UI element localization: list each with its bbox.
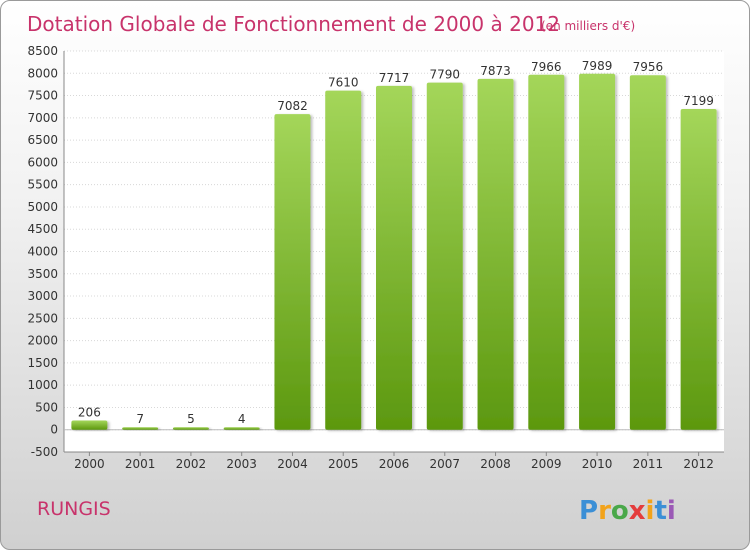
logo-letter: r: [598, 496, 611, 526]
data-label: 7966: [531, 60, 562, 74]
data-label: 206: [78, 406, 101, 420]
y-tick-label: 4500: [27, 222, 58, 236]
x-tick-label: 2009: [531, 457, 562, 471]
bar: [477, 78, 514, 430]
y-tick-label: 6000: [27, 155, 58, 169]
y-tick-label: 8500: [27, 44, 58, 58]
bar: [122, 427, 159, 430]
proxiti-logo: Proxiti: [579, 496, 676, 526]
data-label: 7790: [429, 68, 460, 82]
bar: [528, 74, 565, 430]
data-label: 7717: [379, 71, 410, 85]
bar: [274, 114, 311, 430]
logo-letter: i: [646, 496, 655, 526]
logo-letter: x: [629, 496, 646, 526]
bar: [172, 427, 209, 430]
chart-subtitle: (en milliers d'€): [541, 19, 635, 33]
y-tick-label: 2500: [27, 311, 58, 325]
y-axis-ticks: -500 0 500 1000 1500 2000 2500 3000 3500 4000 4500…: [27, 44, 58, 459]
bar: [376, 85, 412, 430]
y-tick-label: 1000: [27, 378, 58, 392]
data-label: 4: [238, 412, 246, 426]
y-tick-label: 500: [35, 400, 58, 414]
bar: [325, 90, 362, 430]
y-tick-label: 7000: [27, 111, 58, 125]
y-tick-label: 3500: [27, 267, 58, 281]
logo-letter: t: [654, 496, 666, 526]
logo-letter: P: [579, 496, 598, 526]
y-tick-label: 8000: [27, 66, 58, 80]
x-tick-label: 2003: [226, 457, 257, 471]
chart-title: Dotation Globale de Fonctionnement de 20…: [27, 12, 560, 36]
data-label: 7610: [328, 76, 359, 90]
x-tick-label: 2010: [582, 457, 613, 471]
x-tick-label: 2007: [429, 457, 460, 471]
data-label: 7082: [277, 99, 308, 113]
bar: [426, 82, 463, 430]
y-tick-label: 3000: [27, 289, 58, 303]
bar: [629, 75, 666, 430]
x-tick-label: 2012: [683, 457, 714, 471]
x-tick-label: 2001: [125, 457, 156, 471]
x-tick-label: 2000: [74, 457, 105, 471]
bar: [223, 427, 260, 430]
data-labels: 206 7 5 4 7082 7610 7717 7790 7873 7966 7989 7956 71…: [78, 59, 714, 426]
y-tick-label: 6500: [27, 133, 58, 147]
x-axis-ticks: 2000 2001 2002 2003 2004 2005 2006 2007 2008 2009…: [74, 452, 714, 471]
y-tick-label: 5500: [27, 178, 58, 192]
data-label: 7873: [480, 64, 511, 78]
x-tick-label: 2004: [277, 457, 308, 471]
data-label: 7989: [582, 59, 613, 73]
y-tick-label: 1500: [27, 356, 58, 370]
logo-letter: i: [667, 496, 676, 526]
y-tick-label: 4000: [27, 245, 58, 259]
y-tick-label: 7500: [27, 89, 58, 103]
x-tick-label: 2005: [328, 457, 359, 471]
logo-letter: o: [611, 496, 629, 526]
x-tick-label: 2002: [176, 457, 207, 471]
y-tick-label: 2000: [27, 334, 58, 348]
bar: [579, 73, 616, 430]
x-tick-label: 2011: [633, 457, 664, 471]
y-tick-label: 5000: [27, 200, 58, 214]
data-label: 5: [187, 412, 195, 426]
x-tick-label: 2008: [480, 457, 511, 471]
data-label: 7: [136, 412, 144, 426]
bar: [71, 420, 108, 430]
bar: [680, 108, 717, 430]
bars: [71, 73, 717, 430]
data-label: 7956: [633, 60, 664, 74]
x-tick-label: 2006: [379, 457, 410, 471]
y-tick-label: 0: [50, 423, 58, 437]
data-label: 7199: [683, 94, 714, 108]
y-tick-label: -500: [31, 445, 58, 459]
place-name: RUNGIS: [37, 498, 111, 520]
